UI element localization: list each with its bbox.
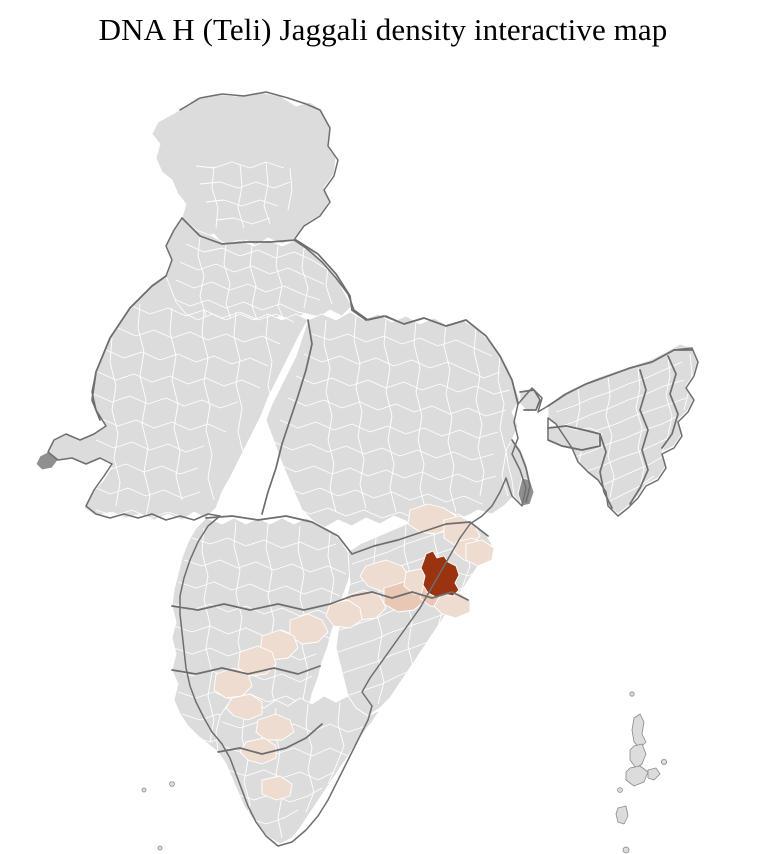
island-north-andaman[interactable] [631, 713, 647, 749]
district-low-telangana-4[interactable] [325, 599, 363, 629]
island-car-nicobar[interactable] [622, 846, 630, 854]
island-lakshadweep-3[interactable] [157, 845, 163, 851]
district-low-tamilnadu-2[interactable] [239, 737, 277, 765]
island-little-andaman[interactable] [615, 805, 629, 825]
island-dot-1[interactable] [617, 787, 623, 793]
map-canvas[interactable] [0, 48, 766, 854]
map-layer-tinted-districts [213, 503, 495, 801]
region-jammu-kashmir-ladakh[interactable] [151, 91, 337, 249]
district-low-karnataka-4[interactable] [213, 667, 253, 699]
district-low-tamilnadu-3[interactable] [261, 775, 293, 801]
island-dot-3[interactable] [629, 691, 635, 697]
island-lakshadweep-1[interactable] [141, 787, 147, 793]
district-low-ap-3[interactable] [433, 591, 471, 619]
island-dot-2[interactable] [661, 759, 668, 766]
district-low-karnataka-5[interactable] [225, 693, 263, 721]
region-central-east[interactable] [265, 311, 521, 529]
map-layer-coastline [47, 91, 699, 847]
india-district-choropleth-map[interactable] [0, 48, 766, 854]
district-low-coastal-ap-4[interactable] [465, 539, 495, 567]
map-layer-islands [141, 691, 668, 854]
island-lakshadweep-2[interactable] [169, 781, 175, 787]
island-south-andaman[interactable] [625, 765, 649, 787]
island-baratang[interactable] [647, 767, 661, 781]
district-low-tamilnadu-1[interactable] [255, 713, 295, 741]
page-title: DNA H (Teli) Jaggali density interactive… [98, 11, 668, 47]
